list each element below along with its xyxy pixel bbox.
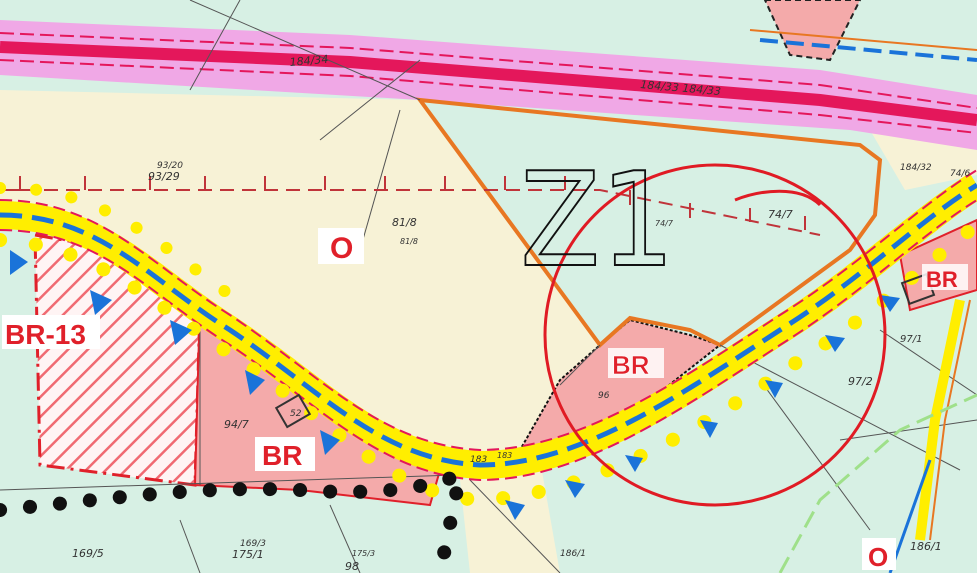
proposal-outline: [415, 97, 883, 348]
parcel-label: 98: [345, 560, 359, 573]
road-blue-dash: [0, 182, 977, 468]
parcel-label: 183: [497, 451, 512, 460]
parcel-label: 169/3: [240, 539, 266, 549]
parcel-label: 81/8: [400, 237, 418, 246]
parcel-label: 184/32: [900, 163, 932, 173]
parcel-label: 97/2: [848, 375, 873, 388]
zone-label-br-left: BR: [255, 437, 315, 471]
parcel-label: 186/1: [910, 540, 942, 553]
zone-label-br-right: BR: [922, 264, 968, 292]
parcel-label: 74/7: [655, 219, 674, 228]
utility-markers: [8, 176, 806, 230]
zone-br-center-text: BR: [612, 350, 650, 380]
zone-br-left-text: BR: [262, 440, 302, 471]
parcel-label: 93/20: [157, 161, 183, 171]
parcel-label: 96: [598, 391, 610, 401]
parcel-label: 175/3: [352, 549, 375, 558]
zone-label-o-main: O: [318, 228, 364, 265]
right-vertical-road-edge: [929, 299, 971, 541]
parcel-label: 94/7: [224, 418, 249, 431]
parcel-label: 186/1: [560, 549, 586, 559]
zone-o-bottom-text: O: [868, 542, 888, 572]
parcel-label: 175/1: [232, 548, 264, 561]
parcel-label: 184/34: [289, 53, 329, 69]
parcel-label: 169/5: [72, 547, 104, 560]
road-edge-bottom: [0, 199, 977, 482]
highway-centerline: [0, 41, 977, 126]
parcel-label: 74/7: [768, 208, 793, 221]
parcel-label: 74/6: [950, 169, 970, 179]
road-yellow-dots-top: [0, 181, 236, 301]
right-vertical-road: [915, 298, 965, 541]
zone-label-br13: BR-13: [2, 315, 100, 350]
zone-br-right-text: BR: [926, 267, 958, 292]
annotation-circle: [543, 163, 887, 507]
parcel-label: 52: [290, 409, 302, 419]
highway-dash-top: [0, 32, 977, 109]
zone-label-o-bottom: O: [862, 538, 896, 572]
parcel-label: 81/8: [392, 216, 417, 229]
zone-br13-text: BR-13: [5, 319, 86, 350]
top-right-orange-line: [749, 29, 977, 51]
proposal-label: Z1: [520, 145, 675, 296]
black-dotted-boundary: [0, 464, 470, 573]
building-left: [274, 393, 312, 429]
parcel-label: 97/1: [900, 334, 922, 345]
zone-label-br-center: BR: [608, 348, 664, 380]
right-green-line: [778, 393, 977, 573]
parcel-label: 93/29: [148, 170, 180, 183]
road-edge-top: [0, 169, 977, 452]
top-right-blue-dash: [759, 38, 977, 62]
bottom-right-blue-line: [888, 459, 932, 573]
parcel-label: 183: [470, 455, 487, 465]
utility-line: [0, 189, 821, 236]
top-right-zone: [763, 0, 862, 62]
zone-o-main-text: O: [330, 232, 353, 265]
annotation-squiggle: [734, 189, 822, 207]
blue-triangles: [10, 250, 900, 520]
parcel-labels: 184/34 184/33 184/33 93/20 93/29 81/8 81…: [72, 53, 970, 573]
highway-dash-bottom: [0, 59, 977, 134]
